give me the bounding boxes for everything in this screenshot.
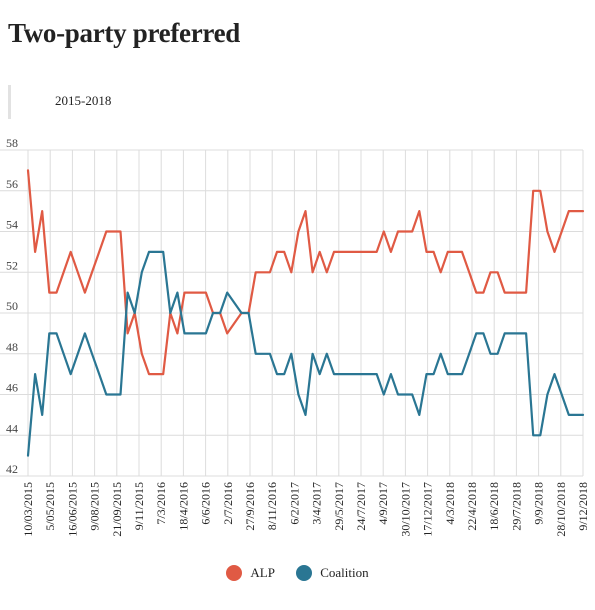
date-range-label: 2015-2018 (55, 93, 112, 108)
horizontal-gridlines (0, 149, 583, 477)
date-range-box: 2015-2018 (8, 85, 171, 119)
series-line-coalition[interactable] (26, 250, 585, 457)
chart-legend: ALP Coalition (0, 565, 595, 585)
y-axis-tick-labels: 42 44 46 48 50 52 54 56 58 (6, 136, 18, 476)
x-tick-label: 6/2/2017 (287, 482, 301, 525)
x-tick-label: 4/9/2017 (376, 482, 390, 525)
y-tick-label: 52 (6, 258, 18, 272)
x-tick-label: 16/06/2015 (65, 482, 79, 537)
x-tick-label: 7/3/2016 (154, 482, 168, 525)
x-tick-label: 10/03/2015 (21, 482, 35, 537)
x-tick-label: 29/5/2017 (332, 482, 346, 531)
x-tick-label: 28/10/2018 (554, 482, 568, 537)
y-tick-label: 56 (6, 177, 18, 191)
x-tick-label: 6/6/2016 (199, 482, 213, 525)
two-party-line-chart: 42 44 46 48 50 52 54 56 58 10/03/2015 5/05/2015 16… (0, 136, 590, 537)
x-tick-label: 24/7/2017 (354, 482, 368, 531)
x-tick-label: 9/08/2015 (88, 482, 102, 531)
x-tick-label: 17/12/2017 (421, 482, 435, 537)
series-line-alp[interactable] (26, 169, 585, 376)
legend-label-alp: ALP (250, 565, 275, 580)
y-tick-label: 46 (6, 381, 18, 395)
legend-item-coalition[interactable]: Coalition (296, 565, 369, 581)
x-tick-label: 21/09/2015 (110, 482, 124, 537)
coalition-swatch-icon (296, 565, 313, 581)
x-tick-label: 9/12/2018 (576, 482, 590, 531)
y-tick-label: 48 (6, 340, 18, 354)
alp-swatch-icon (226, 565, 243, 581)
x-tick-label: 18/4/2016 (176, 482, 190, 531)
x-tick-label: 29/7/2018 (509, 482, 523, 531)
vertical-gridlines (27, 150, 584, 476)
y-tick-label: 50 (6, 299, 18, 313)
y-tick-label: 58 (6, 136, 18, 150)
x-tick-label: 4/3/2018 (443, 482, 457, 525)
x-tick-label: 9/9/2018 (532, 482, 546, 525)
y-tick-label: 54 (6, 218, 18, 232)
x-tick-label: 5/05/2015 (43, 482, 57, 531)
x-tick-label: 18/6/2018 (487, 482, 501, 531)
legend-item-alp[interactable]: ALP (226, 565, 275, 581)
page-title: Two-party preferred (8, 18, 240, 48)
x-tick-label: 30/10/2017 (398, 482, 412, 537)
x-tick-label: 3/4/2017 (310, 482, 324, 525)
x-tick-label: 8/11/2016 (265, 482, 279, 530)
y-tick-label: 44 (6, 421, 18, 435)
x-tick-label: 2/7/2016 (221, 482, 235, 525)
x-tick-label: 27/9/2016 (243, 482, 257, 531)
y-tick-label: 42 (6, 462, 18, 476)
series-lines (26, 169, 585, 457)
legend-label-coalition: Coalition (320, 565, 369, 580)
x-tick-label: 22/4/2018 (465, 482, 479, 531)
x-axis-tick-labels: 10/03/2015 5/05/2015 16/06/2015 9/08/2015 21… (21, 482, 590, 537)
x-tick-label: 9/11/2015 (132, 482, 146, 530)
